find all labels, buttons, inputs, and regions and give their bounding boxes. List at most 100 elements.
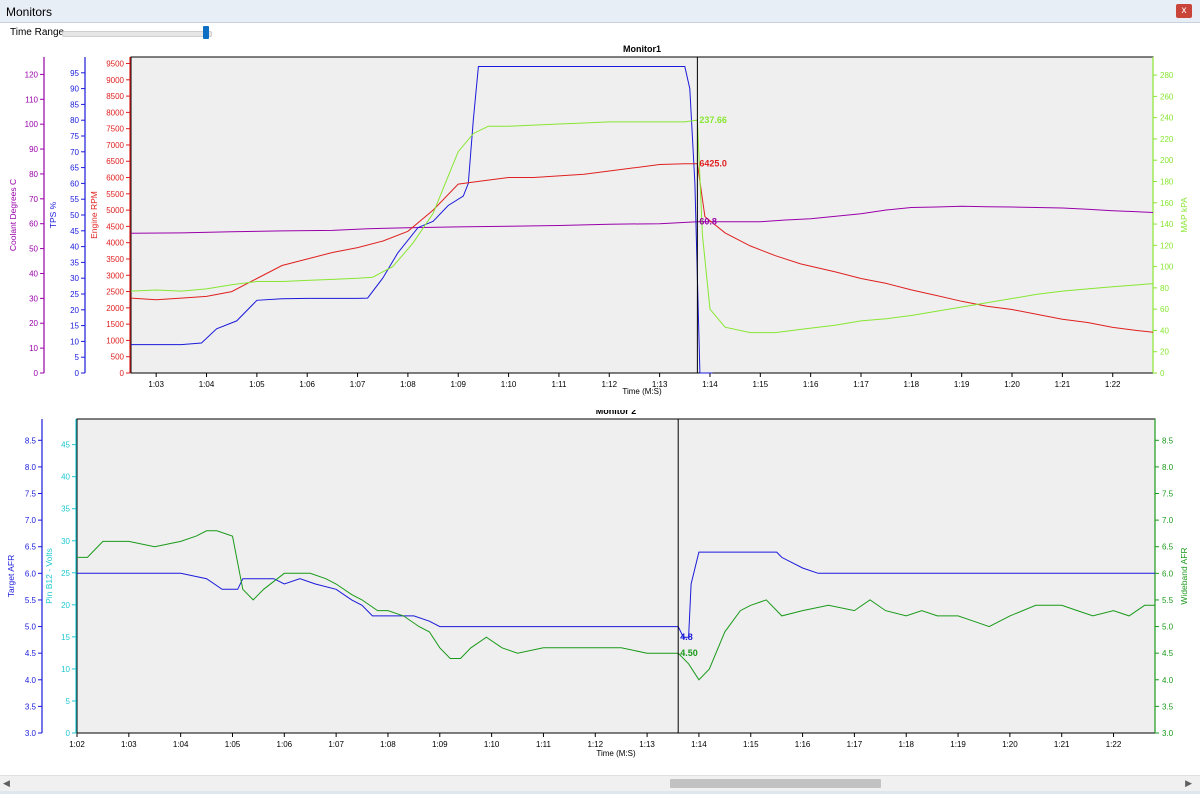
cursor-value-label: 4.8 <box>680 632 693 642</box>
x-tick-label: 1:06 <box>299 380 315 389</box>
axis-tick-label-tps: 25 <box>70 290 79 299</box>
time-range-slider-track[interactable] <box>62 31 212 37</box>
x-axis-label: Time (M:S) <box>596 749 636 758</box>
x-tick-label: 1:20 <box>1002 740 1018 749</box>
x-tick-label: 1:21 <box>1055 380 1071 389</box>
scroll-right-arrow-icon[interactable]: ▶ <box>1185 778 1192 788</box>
close-button[interactable]: x <box>1176 4 1192 18</box>
x-tick-label: 1:18 <box>898 740 914 749</box>
axis-tick-label-coolant: 50 <box>29 245 38 254</box>
axis-tick-label-rpm: 6000 <box>106 174 124 183</box>
axis-tick-label-afr: 7.5 <box>25 490 37 499</box>
axis-tick-label-tps: 95 <box>70 69 79 78</box>
axis-tick-label-rpm: 7000 <box>106 141 124 150</box>
x-tick-label: 1:22 <box>1105 380 1121 389</box>
x-tick-label: 1:19 <box>950 740 966 749</box>
charts-area: Monitor1 0 10 20 30 40 50 60 70 80 90 100 110 120 Cool… <box>0 42 1200 774</box>
axis-tick-label-rpm: 0 <box>120 369 125 378</box>
axis-label-pinb12: Pin B12 - Volts <box>44 548 54 604</box>
monitor1-chart[interactable]: Monitor10102030405060708090100110120Cool… <box>0 42 1200 410</box>
axis-tick-label-tps: 80 <box>70 116 79 125</box>
x-tick-label: 1:04 <box>173 740 189 749</box>
x-tick-label: 1:17 <box>847 740 863 749</box>
axis-tick-label-afr: 8.5 <box>25 436 37 445</box>
axis-tick-label-coolant: 30 <box>29 294 38 303</box>
axis-tick-label-map: 180 <box>1160 177 1174 186</box>
cursor-value-label: 6425.0 <box>699 159 727 169</box>
x-tick-label: 1:08 <box>400 380 416 389</box>
axis-tick-label-coolant: 20 <box>29 319 38 328</box>
axis-tick-label-map: 0 <box>1160 369 1165 378</box>
axis-tick-label-map: 60 <box>1160 305 1169 314</box>
axis-tick-label-afr: 4.5 <box>25 649 37 658</box>
chart-title: Monitor1 <box>623 44 661 54</box>
series-line-coolant <box>130 205 1154 234</box>
x-tick-label: 1:05 <box>225 740 241 749</box>
axis-tick-label-tps: 0 <box>75 369 80 378</box>
axis-tick-label-coolant: 60 <box>29 220 38 229</box>
axis-tick-label-map: 160 <box>1160 199 1174 208</box>
x-tick-label: 1:14 <box>702 380 718 389</box>
x-axis-label: Time (M:S) <box>622 387 662 396</box>
axis-tick-label-rpm: 4500 <box>106 222 124 231</box>
x-tick-label: 1:10 <box>484 740 500 749</box>
x-tick-label: 1:09 <box>450 380 466 389</box>
axis-tick-label-tps: 75 <box>70 132 79 141</box>
axis-tick-label-pinb12: 30 <box>61 537 70 546</box>
monitor2-chart[interactable]: Monitor 2 3.0 3.5 4.0 4.5 5.0 5.5 6.0 6.5 7.0 7.5 8… <box>0 410 1200 774</box>
axis-tick-label-wideband: 3.0 <box>1162 729 1174 738</box>
axis-tick-label-rpm: 9500 <box>106 60 124 69</box>
axis-tick-label-rpm: 8500 <box>106 92 124 101</box>
axis-label-tps: TPS % <box>48 201 58 228</box>
axis-tick-label-rpm: 3500 <box>106 255 124 264</box>
axis-tick-label-map: 200 <box>1160 156 1174 165</box>
toolbar: Time Range <box>0 23 1200 41</box>
axis-tick-label-wideband: 8.5 <box>1162 436 1174 445</box>
axis-tick-label-coolant: 90 <box>29 145 38 154</box>
x-tick-label: 1:16 <box>803 380 819 389</box>
axis-tick-label-tps: 50 <box>70 211 79 220</box>
x-tick-label: 1:15 <box>753 380 769 389</box>
axis-tick-label-tps: 5 <box>75 353 80 362</box>
axis-tick-label-afr: 6.5 <box>25 543 37 552</box>
axis-tick-label-pinb12: 35 <box>61 505 70 514</box>
axis-tick-label-rpm: 500 <box>111 353 125 362</box>
axis-tick-label-afr: 3.5 <box>25 702 37 711</box>
axis-tick-label-tps: 30 <box>70 274 79 283</box>
axis-tick-label-map: 280 <box>1160 71 1174 80</box>
axis-tick-label-wideband: 7.0 <box>1162 516 1174 525</box>
axis-tick-label-map: 140 <box>1160 220 1174 229</box>
axis-label-coolant: Coolant Degrees C <box>8 179 18 251</box>
axis-tick-label-coolant: 120 <box>25 70 39 79</box>
axis-tick-label-map: 240 <box>1160 114 1174 123</box>
axis-tick-label-wideband: 6.0 <box>1162 569 1174 578</box>
axis-tick-label-tps: 10 <box>70 337 79 346</box>
axis-tick-label-coolant: 10 <box>29 344 38 353</box>
axis-tick-label-rpm: 1500 <box>106 320 124 329</box>
axis-tick-label-coolant: 100 <box>25 120 39 129</box>
axis-tick-label-rpm: 5500 <box>106 190 124 199</box>
time-range-slider-thumb[interactable] <box>202 26 209 39</box>
axis-tick-label-tps: 85 <box>70 100 79 109</box>
axis-tick-label-map: 20 <box>1160 348 1169 357</box>
axis-tick-label-pinb12: 15 <box>61 633 70 642</box>
axis-tick-label-wideband: 5.5 <box>1162 596 1174 605</box>
x-tick-label: 1:08 <box>380 740 396 749</box>
chart-title: Monitor 2 <box>596 410 637 416</box>
horizontal-scrollbar[interactable]: ◀ ▶ <box>0 775 1200 791</box>
x-tick-label: 1:03 <box>121 740 137 749</box>
x-tick-label: 1:20 <box>1004 380 1020 389</box>
scroll-left-arrow-icon[interactable]: ◀ <box>3 778 10 788</box>
x-tick-label: 1:13 <box>639 740 655 749</box>
axis-tick-label-coolant: 70 <box>29 195 38 204</box>
axis-tick-label-wideband: 4.0 <box>1162 676 1174 685</box>
x-tick-label: 1:06 <box>277 740 293 749</box>
axis-tick-label-afr: 5.5 <box>25 596 37 605</box>
axis-tick-label-tps: 45 <box>70 227 79 236</box>
axis-tick-label-tps: 20 <box>70 306 79 315</box>
x-tick-label: 1:07 <box>328 740 344 749</box>
x-tick-label: 1:11 <box>551 380 567 389</box>
x-tick-label: 1:11 <box>536 740 552 749</box>
horizontal-scrollbar-thumb[interactable] <box>670 779 881 788</box>
x-tick-label: 1:15 <box>743 740 759 749</box>
